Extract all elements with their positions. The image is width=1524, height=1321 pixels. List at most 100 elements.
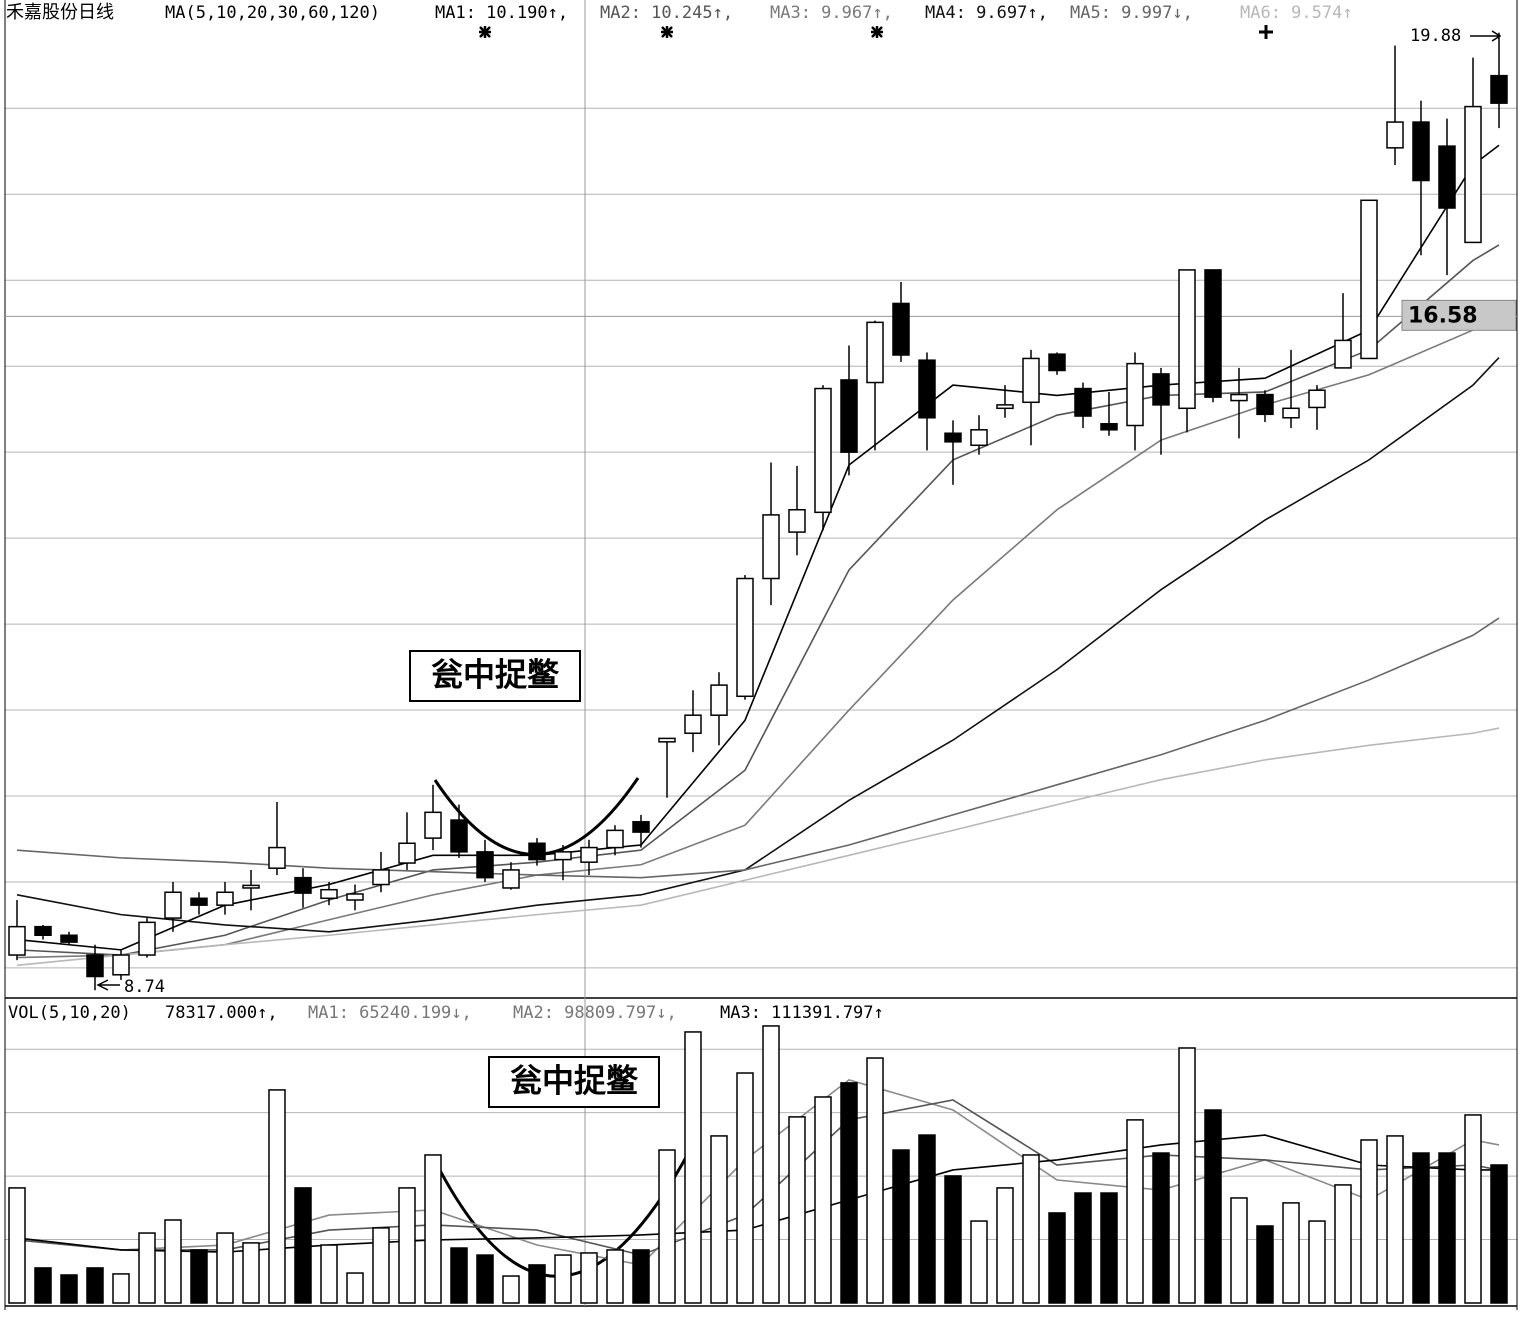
volume-bar — [1178, 1047, 1196, 1304]
candle-body — [1282, 407, 1300, 419]
ma-readout: MA4: 9.697↑, — [925, 3, 1048, 23]
low-arrow — [96, 979, 120, 991]
volume-bar — [1048, 1212, 1066, 1304]
candle-body — [268, 846, 286, 869]
volume-bar — [8, 1187, 26, 1304]
candle-body — [944, 432, 962, 443]
volume-readout: MA2: 98809.797↓, — [513, 1003, 677, 1023]
volume-bar — [450, 1247, 468, 1304]
volume-bar — [138, 1232, 156, 1304]
annotation-box — [409, 650, 581, 702]
volume-bar — [1438, 1152, 1456, 1304]
volume-bar — [112, 1273, 130, 1304]
annotation: 瓮中捉鳖 — [431, 656, 560, 694]
candle-body — [632, 821, 650, 833]
volume-bar — [736, 1072, 754, 1304]
candle-body — [1100, 423, 1118, 431]
candle-body — [1074, 387, 1092, 417]
low-label: 8.74 — [124, 977, 165, 997]
marks — [5, 32, 1517, 1304]
volume-bar — [1022, 1154, 1040, 1304]
candle-body — [1204, 269, 1222, 398]
candle-body — [788, 508, 806, 533]
volume-bar — [1360, 1139, 1378, 1304]
volume-bar — [1204, 1109, 1222, 1304]
volume-bar — [86, 1267, 104, 1304]
candle-body — [1048, 353, 1066, 372]
volume-bar — [372, 1227, 390, 1304]
volume-bar — [34, 1267, 52, 1304]
volume-bar — [60, 1274, 78, 1304]
candle-body — [1256, 393, 1274, 416]
volume-bar — [970, 1220, 988, 1304]
ma-readouts: MA1: 10.190↑, MA2: 10.245↑, MA3: 9.967↑, MA… — [435, 3, 1353, 23]
ma-line — [16, 357, 1500, 933]
candle-body — [216, 891, 234, 906]
candle-body — [1438, 145, 1456, 209]
volume-bar — [216, 1232, 234, 1304]
volume-bar — [632, 1249, 650, 1304]
candle-body — [242, 884, 260, 889]
candle-body — [1412, 121, 1430, 182]
candle-body — [658, 737, 676, 743]
candle-body — [814, 387, 832, 514]
ma-readout: MA5: 9.997↓, — [1070, 3, 1193, 23]
volume-bar — [1308, 1220, 1326, 1304]
candle-body — [1334, 339, 1352, 369]
candle-body — [1308, 389, 1326, 409]
volume-bar — [814, 1096, 832, 1304]
volume-bar — [710, 1135, 728, 1304]
candle-body — [60, 934, 78, 943]
ma-readout: MA1: 10.190↑, — [435, 3, 568, 23]
volume-bar — [866, 1057, 884, 1304]
candle-body — [762, 514, 780, 580]
volume-bar — [476, 1254, 494, 1304]
candle-body — [112, 954, 130, 976]
volume-readout: 78317.000↑, — [165, 1003, 278, 1023]
candle-body — [1230, 393, 1248, 402]
volume-bar — [1282, 1202, 1300, 1304]
candle-body — [684, 714, 702, 734]
candle-body — [840, 379, 858, 453]
volume-bar — [840, 1082, 858, 1304]
volume-readout: MA1: 65240.199↓, — [308, 1003, 472, 1023]
ma-line — [16, 144, 1500, 951]
candle-body — [1464, 105, 1482, 244]
high-label: 19.88 — [1410, 26, 1461, 46]
volume-bar — [892, 1149, 910, 1304]
volume-bar — [918, 1134, 936, 1304]
high-arrow — [1470, 30, 1502, 42]
candle-body — [970, 429, 988, 447]
volume-bar — [528, 1264, 546, 1304]
candle-body — [86, 954, 104, 978]
crosshair-value-box — [1401, 299, 1517, 331]
ma-line — [16, 727, 1500, 967]
candle-body — [1178, 269, 1196, 410]
volume-bar — [268, 1089, 286, 1304]
candle-body — [996, 404, 1014, 410]
candle-body — [1022, 357, 1040, 404]
candle-body — [736, 577, 754, 698]
volume-bar — [944, 1175, 962, 1304]
volume-bar — [1126, 1119, 1144, 1304]
candle-body — [1360, 199, 1378, 360]
volume-bar — [762, 1025, 780, 1304]
volume-bar — [502, 1275, 520, 1304]
signal-markers — [479, 25, 1273, 39]
volume-bar — [658, 1149, 676, 1304]
volume-bar — [398, 1187, 416, 1304]
ma-params: MA(5,10,20,30,60,120) — [165, 3, 380, 23]
candle-body — [346, 893, 364, 901]
crosshair-value-label: 16.58 — [1408, 303, 1478, 328]
candle-body — [580, 846, 598, 863]
volume-bar — [164, 1219, 182, 1304]
candle-body — [1490, 74, 1508, 104]
ma-readout: MA3: 9.967↑, — [770, 3, 893, 23]
candle-body — [398, 842, 416, 864]
candle-body — [190, 897, 208, 906]
volume-bar — [1256, 1225, 1274, 1304]
ma-line — [16, 244, 1500, 956]
volume-bar — [580, 1252, 598, 1304]
